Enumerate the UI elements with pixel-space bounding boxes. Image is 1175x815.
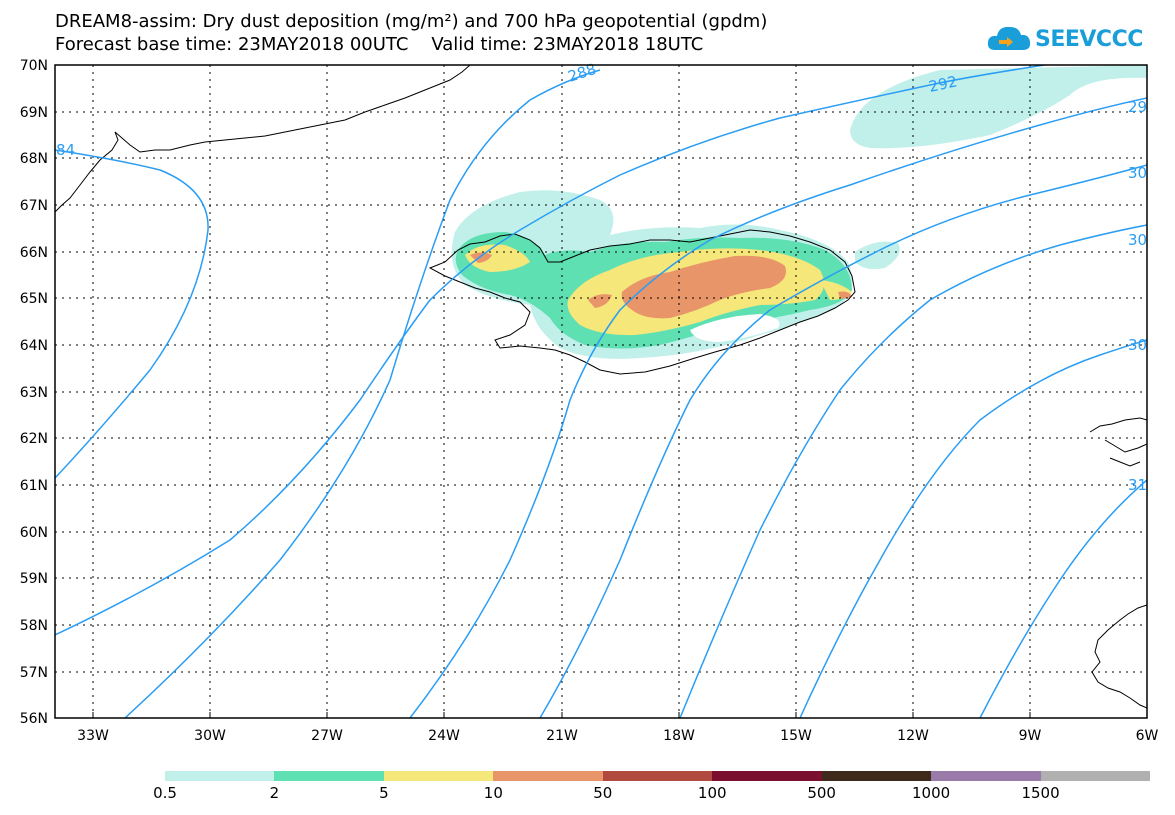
- longitude-labels: 33W 30W 27W 24W 21W 18W 15W 12W 9W 6W: [77, 728, 1158, 744]
- lat-label: 56N: [20, 711, 48, 727]
- lon-label: 15W: [780, 728, 812, 744]
- tick-marks: [92, 712, 1031, 718]
- contour-label: 30: [1128, 231, 1147, 249]
- lat-label: 63N: [20, 385, 48, 401]
- map-title: DREAM8-assim: Dry dust deposition (mg/m²…: [55, 11, 768, 32]
- lat-label: 65N: [20, 291, 48, 307]
- legend-label: 10: [483, 784, 503, 802]
- lat-label: 59N: [20, 571, 48, 587]
- map-subtitle-times: Forecast base time: 23MAY2018 00UTC Vali…: [55, 34, 704, 55]
- lat-label: 57N: [20, 665, 48, 681]
- lat-label: 66N: [20, 245, 48, 261]
- lon-label: 18W: [663, 728, 695, 744]
- legend-label: 2: [269, 784, 280, 802]
- color-legend-labels: 0.5 2 5 10 50 100 500 1000 1500: [0, 784, 1175, 806]
- legend-label: 0.5: [153, 784, 177, 802]
- lat-label: 64N: [20, 338, 48, 354]
- lat-label: 67N: [20, 198, 48, 214]
- latitude-labels: 70N 69N 68N 67N 66N 65N 64N 63N 62N 61N …: [20, 58, 48, 727]
- lon-label: 21W: [546, 728, 578, 744]
- color-legend: [165, 771, 1150, 781]
- legend-swatch: [712, 771, 822, 781]
- legend-label: 500: [807, 784, 836, 802]
- contour-label: 31: [1128, 476, 1147, 494]
- lon-label: 12W: [897, 728, 929, 744]
- legend-label: 100: [697, 784, 727, 802]
- legend-label: 50: [593, 784, 613, 802]
- legend-swatch: [931, 771, 1041, 781]
- coastlines: [55, 65, 1147, 709]
- legend-label: 1000: [912, 784, 951, 802]
- lat-label: 62N: [20, 431, 48, 447]
- legend-swatch: [1040, 771, 1150, 781]
- cloud-logo-icon: [987, 26, 1031, 50]
- lat-label: 58N: [20, 618, 48, 634]
- map-frame: [54, 64, 1148, 719]
- legend-label: 1500: [1021, 784, 1060, 802]
- legend-swatch: [493, 771, 603, 781]
- contour-label: 30: [1128, 164, 1147, 182]
- lat-label: 68N: [20, 151, 48, 167]
- contour-labels: 84 288 292 29 30 30 30 31: [56, 60, 1147, 494]
- legend-swatch: [602, 771, 713, 781]
- lon-label: 33W: [77, 728, 109, 744]
- lat-label: 69N: [20, 105, 48, 121]
- lat-label: 60N: [20, 525, 48, 541]
- lon-label: 27W: [311, 728, 343, 744]
- lon-label: 6W: [1136, 728, 1159, 744]
- lon-label: 30W: [194, 728, 226, 744]
- legend-swatch: [383, 771, 494, 781]
- contour-label: 29: [1128, 98, 1147, 116]
- lon-label: 9W: [1019, 728, 1042, 744]
- legend-swatch: [821, 771, 932, 781]
- lat-label: 61N: [20, 478, 48, 494]
- geopotential-contours: [55, 65, 1147, 718]
- contour-label: 84: [56, 141, 75, 159]
- legend-swatch: [165, 771, 275, 781]
- contour-label: 30: [1128, 336, 1147, 354]
- legend-label: 5: [379, 784, 389, 802]
- contour-label: 292: [927, 72, 959, 96]
- graticule: [55, 65, 1147, 718]
- lon-label: 24W: [428, 728, 460, 744]
- legend-swatch: [274, 771, 384, 781]
- logo-text: SEEVCCC: [1035, 27, 1143, 52]
- lat-label: 70N: [20, 58, 48, 74]
